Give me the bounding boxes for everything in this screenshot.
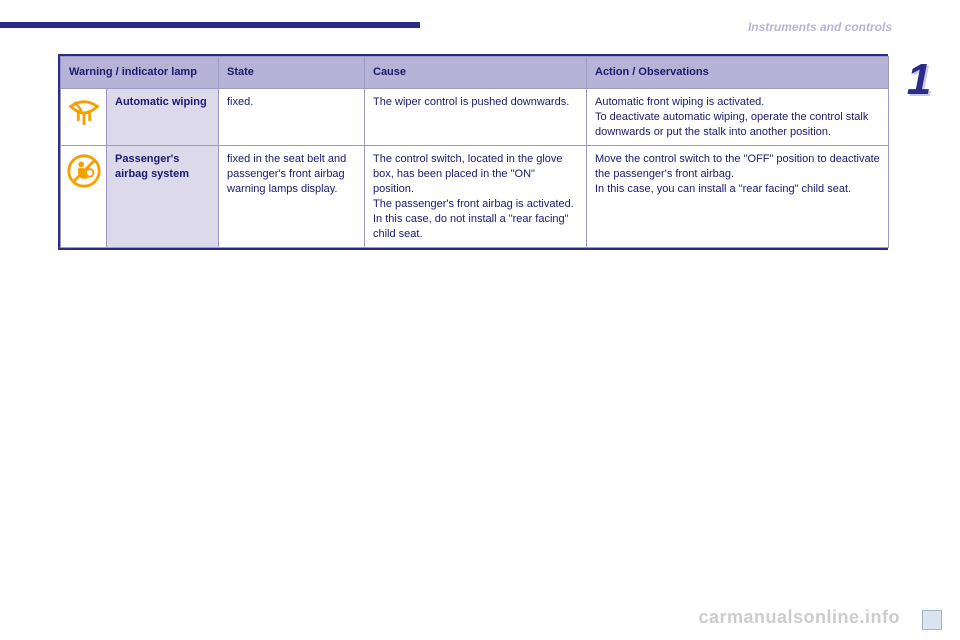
chapter-number: 1 (900, 52, 938, 108)
page-corner (922, 610, 942, 630)
lamp-name: Passenger's airbag system (107, 146, 219, 248)
lamp-icon-cell (61, 146, 107, 248)
header-stripe (0, 22, 420, 28)
lamp-action: Automatic front wiping is activated.To d… (587, 88, 889, 146)
warning-lamp-table: Warning / indicator lamp State Cause Act… (58, 54, 888, 250)
section-label: Instruments and controls (748, 20, 892, 34)
lamp-icon-cell (61, 88, 107, 146)
lamp-state: fixed in the seat belt and passenger's f… (219, 146, 365, 248)
lamp-name: Automatic wiping (107, 88, 219, 146)
airbag-off-icon (65, 152, 103, 190)
lamp-action: Move the control switch to the "OFF" pos… (587, 146, 889, 248)
watermark: carmanualsonline.info (698, 607, 900, 628)
auto-wiping-icon (65, 95, 103, 133)
lamp-state: fixed. (219, 88, 365, 146)
table-row: Automatic wiping fixed. The wiper contro… (61, 88, 889, 146)
lamp-cause: The wiper control is pushed downwards. (365, 88, 587, 146)
col-action: Action / Observations (587, 57, 889, 89)
table-header-row: Warning / indicator lamp State Cause Act… (61, 57, 889, 89)
lamp-cause: The control switch, located in the glove… (365, 146, 587, 248)
col-state: State (219, 57, 365, 89)
table-row: Passenger's airbag system fixed in the s… (61, 146, 889, 248)
col-cause: Cause (365, 57, 587, 89)
col-lamp: Warning / indicator lamp (61, 57, 219, 89)
